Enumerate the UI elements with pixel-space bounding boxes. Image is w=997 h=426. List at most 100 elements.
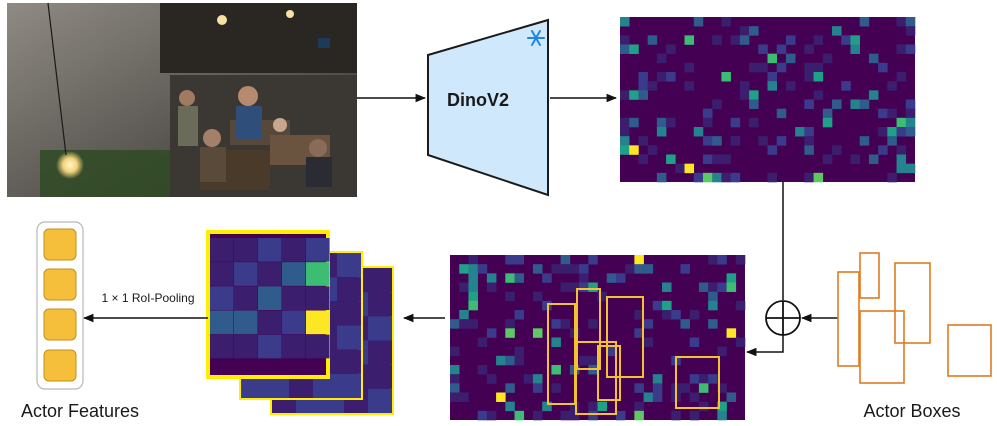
pooled-cell [234, 238, 258, 262]
heatmap-cell [620, 44, 630, 54]
heatmap-cell [459, 310, 469, 320]
heatmap-cell [735, 337, 746, 347]
heatmap-cell [666, 44, 676, 54]
heatmap-cell [532, 383, 543, 393]
actor-features-label: Actor Features [21, 401, 139, 421]
heatmap-cell [785, 81, 796, 91]
heatmap-cell [468, 255, 478, 265]
heatmap-cell [896, 163, 907, 174]
heatmap-cell [896, 145, 907, 155]
heatmap-cell [532, 328, 543, 338]
heatmap-cell [767, 72, 778, 82]
heatmap-cell [785, 53, 796, 64]
heatmap-cell [868, 154, 879, 164]
heatmap-cell [532, 291, 543, 302]
heatmap-cell [496, 355, 506, 366]
heatmap-cell [693, 17, 704, 27]
heatmap-cell [730, 35, 741, 45]
pooled-cell [337, 277, 361, 302]
pooled-cell [258, 238, 282, 262]
heatmap-cell [832, 145, 842, 155]
pooled-cell [258, 262, 282, 286]
heatmap-cell [662, 300, 672, 311]
pooled-cell [282, 262, 306, 286]
heatmap-cell [726, 282, 737, 292]
heatmap-cell [579, 355, 589, 366]
heatmap-cell [850, 35, 860, 45]
pooled-cell [306, 262, 330, 286]
heatmap-cell [739, 26, 750, 36]
heatmap-cell [887, 127, 897, 137]
heatmap-cell [730, 172, 741, 183]
heatmap-cell [477, 410, 488, 421]
heatmap-cell [702, 117, 713, 128]
heatmap-cell [656, 72, 667, 82]
heatmap-cell [523, 374, 534, 384]
heatmap-cell [726, 273, 737, 283]
heatmap-cell [730, 136, 741, 146]
heatmap-cell [712, 35, 722, 45]
heatmap-cell [638, 81, 648, 91]
heatmap-cell [905, 127, 916, 137]
heatmap-cell [822, 117, 833, 128]
heatmap-cell [588, 401, 598, 412]
actor-feature-cell [43, 268, 77, 301]
heatmap-cell [625, 264, 635, 274]
heatmap-cell [735, 255, 746, 265]
heatmap-cell [721, 17, 731, 27]
heatmap-cell [652, 300, 663, 311]
heatmap-cell [689, 410, 700, 421]
pooled-cell [210, 262, 234, 286]
heatmap-cell [620, 17, 630, 27]
heatmap-cell [450, 346, 460, 357]
heatmap-cell [804, 136, 814, 146]
arrow-sum-to-featuremap [745, 335, 784, 357]
heatmap-cell [905, 26, 916, 36]
heatmap-cell [662, 282, 672, 292]
encoder-label: DinoV2 [447, 90, 509, 110]
heatmap-cell [767, 172, 778, 183]
heatmap-cell [684, 35, 695, 45]
heatmap-cell [505, 355, 515, 366]
heatmap-cell [712, 154, 722, 164]
pooled-cell [337, 253, 361, 278]
pooled-cell [282, 238, 306, 262]
heatmap-cell [662, 310, 672, 320]
heatmap-cell [560, 282, 571, 292]
heatmap-cell [615, 410, 626, 421]
heatmap-cell [717, 401, 727, 412]
heatmap-cell [606, 273, 617, 283]
heatmap-cell [878, 145, 888, 155]
heatmap-cell [859, 99, 870, 109]
heatmap-cell [560, 264, 571, 274]
heatmap-cell [597, 291, 608, 302]
heatmap-cell [804, 127, 814, 137]
heatmap-cell [767, 145, 778, 155]
heatmap-cell [905, 44, 916, 54]
heatmap-cell [634, 383, 644, 393]
heatmap-cell [643, 337, 654, 347]
heatmap-cell [643, 319, 654, 329]
heatmap-cell [579, 264, 589, 274]
heatmap-cell [905, 99, 916, 109]
heatmap-cell [813, 35, 824, 45]
heatmap-cell [708, 255, 718, 265]
heatmap-cell [532, 410, 543, 421]
heatmap-cell [712, 99, 722, 109]
pooled-cell [368, 292, 392, 317]
heatmap-cell [629, 44, 639, 54]
heatmap-cell [551, 383, 561, 393]
heatmap-cell [850, 44, 860, 54]
heatmap-cell [680, 264, 690, 274]
heatmap-cell [468, 319, 478, 329]
pooled-cell [258, 310, 282, 335]
heatmap-cell [717, 255, 727, 265]
heatmap-cell [477, 264, 488, 274]
heatmap-cell [647, 145, 658, 155]
heatmap-cell [905, 17, 916, 27]
heatmap-cell [739, 81, 750, 91]
heatmap-cell [712, 136, 722, 146]
heatmap-cell [887, 136, 897, 146]
roi-pooling-label: 1 × 1 RoI-Pooling [101, 291, 194, 305]
heatmap-cell [551, 264, 561, 274]
